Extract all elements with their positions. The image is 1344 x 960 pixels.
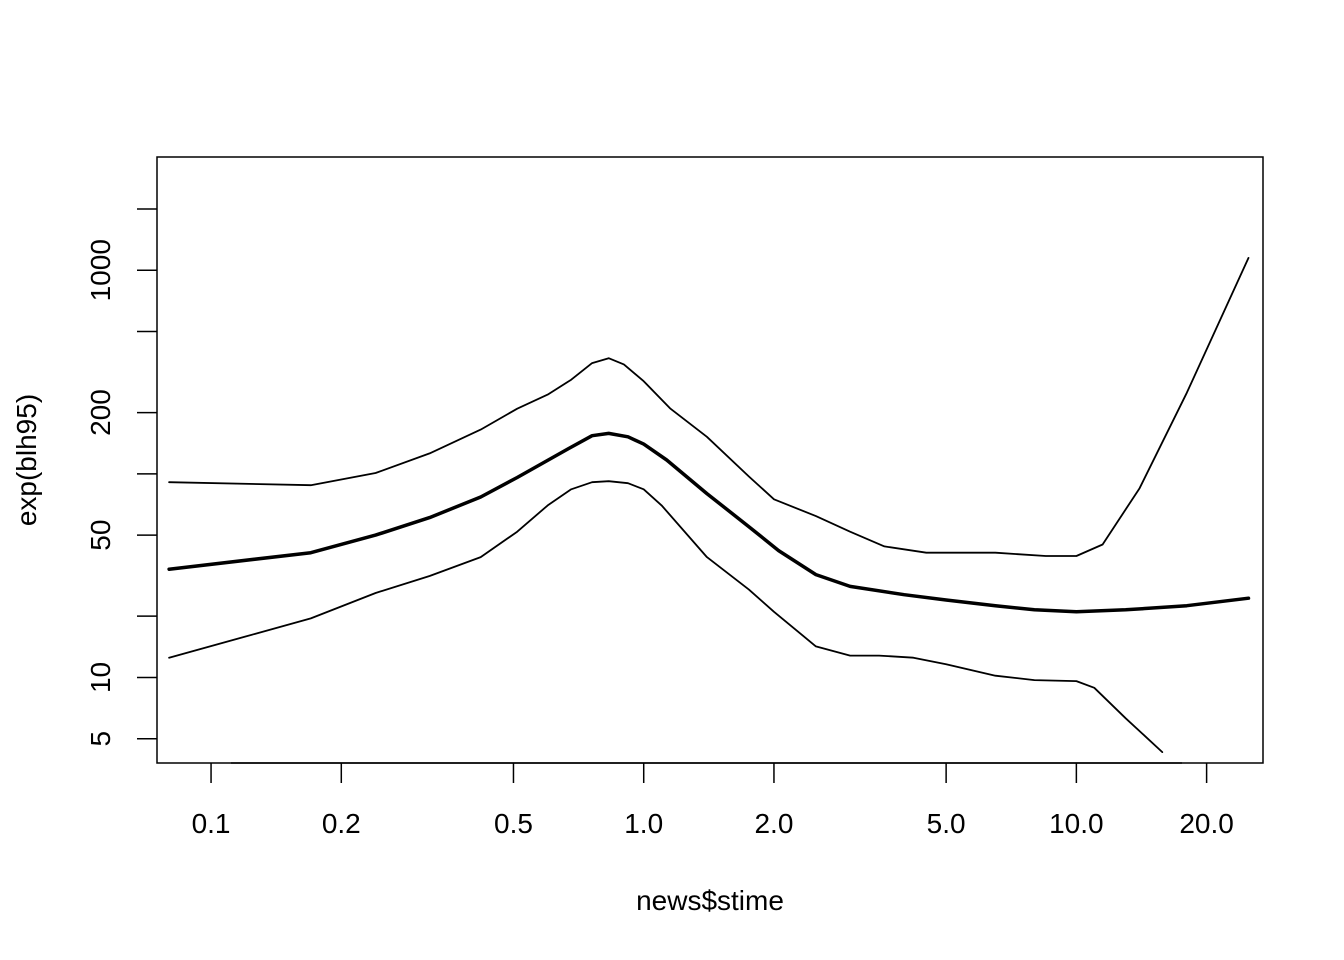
x-tick-label: 5.0 (927, 808, 966, 839)
x-axis-title: news$stime (636, 885, 784, 916)
x-tick-label: 20.0 (1179, 808, 1234, 839)
x-tick-label: 0.1 (192, 808, 231, 839)
y-tick-label: 1000 (85, 239, 116, 301)
x-tick-label: 0.5 (494, 808, 533, 839)
series-line-upper-bound (168, 257, 1250, 557)
plot-frame (156, 156, 1264, 764)
plot-area (167, 257, 1251, 753)
y-tick-label: 50 (85, 520, 116, 551)
series-line-estimate (167, 431, 1251, 614)
x-tick-label: 0.2 (322, 808, 361, 839)
y-tick-label: 200 (85, 389, 116, 436)
y-tick-label: 5 (85, 731, 116, 747)
x-axis: 0.1 0.2 0.5 1.0 2.0 5.0 10.0 20.0 (192, 763, 1234, 839)
y-tick-label: 10 (85, 662, 116, 693)
x-tick-label: 10.0 (1049, 808, 1104, 839)
y-axis-title: exp(blh95) (11, 394, 42, 526)
x-tick-label: 2.0 (754, 808, 793, 839)
series-line-lower-bound (168, 480, 1164, 753)
x-tick-label: 1.0 (624, 808, 663, 839)
y-axis: 5 10 50 200 1000 (85, 208, 157, 747)
